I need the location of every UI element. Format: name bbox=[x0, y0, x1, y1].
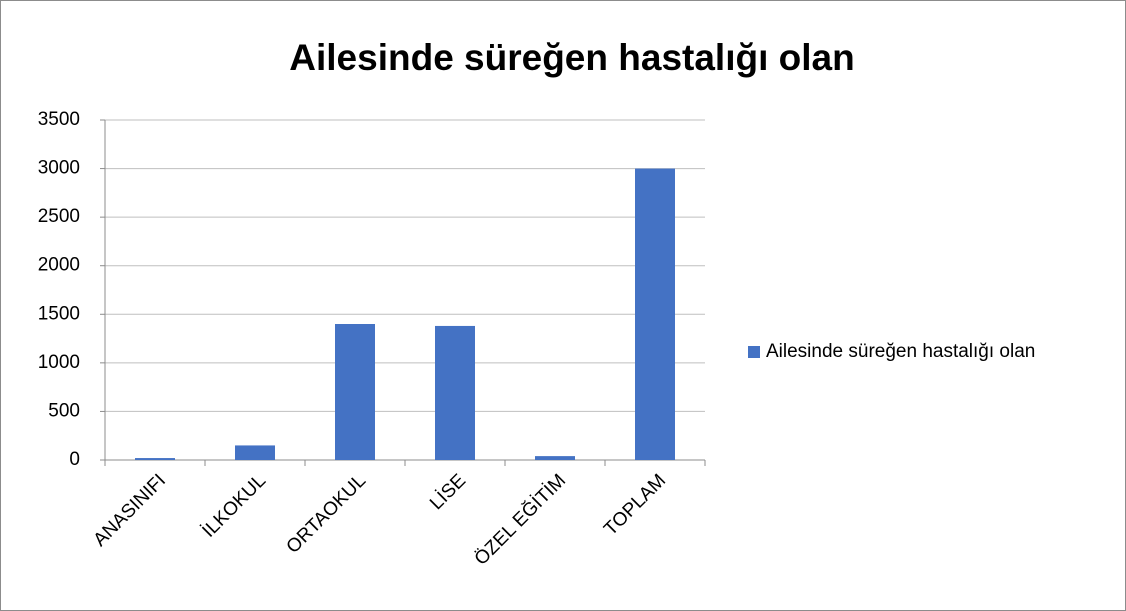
bar bbox=[435, 325, 475, 460]
y-tick-label: 1000 bbox=[38, 352, 80, 373]
bar bbox=[335, 324, 375, 460]
chart-title: Ailesinde süreğen hastalığı olan bbox=[289, 37, 854, 78]
y-tick-label: 1500 bbox=[38, 303, 80, 324]
y-tick-label: 0 bbox=[69, 449, 80, 470]
y-tick-label: 3000 bbox=[38, 158, 80, 179]
legend-swatch bbox=[748, 346, 760, 358]
legend-label: Ailesinde süreğen hastalığı olan bbox=[766, 341, 1035, 362]
bar bbox=[635, 168, 675, 461]
y-tick-label: 2000 bbox=[38, 255, 80, 276]
bar bbox=[135, 458, 175, 460]
bar bbox=[535, 456, 575, 460]
y-tick-label: 500 bbox=[48, 400, 80, 421]
bar bbox=[235, 445, 275, 460]
y-tick-label: 2500 bbox=[38, 206, 80, 227]
y-tick-label: 3500 bbox=[38, 109, 80, 130]
